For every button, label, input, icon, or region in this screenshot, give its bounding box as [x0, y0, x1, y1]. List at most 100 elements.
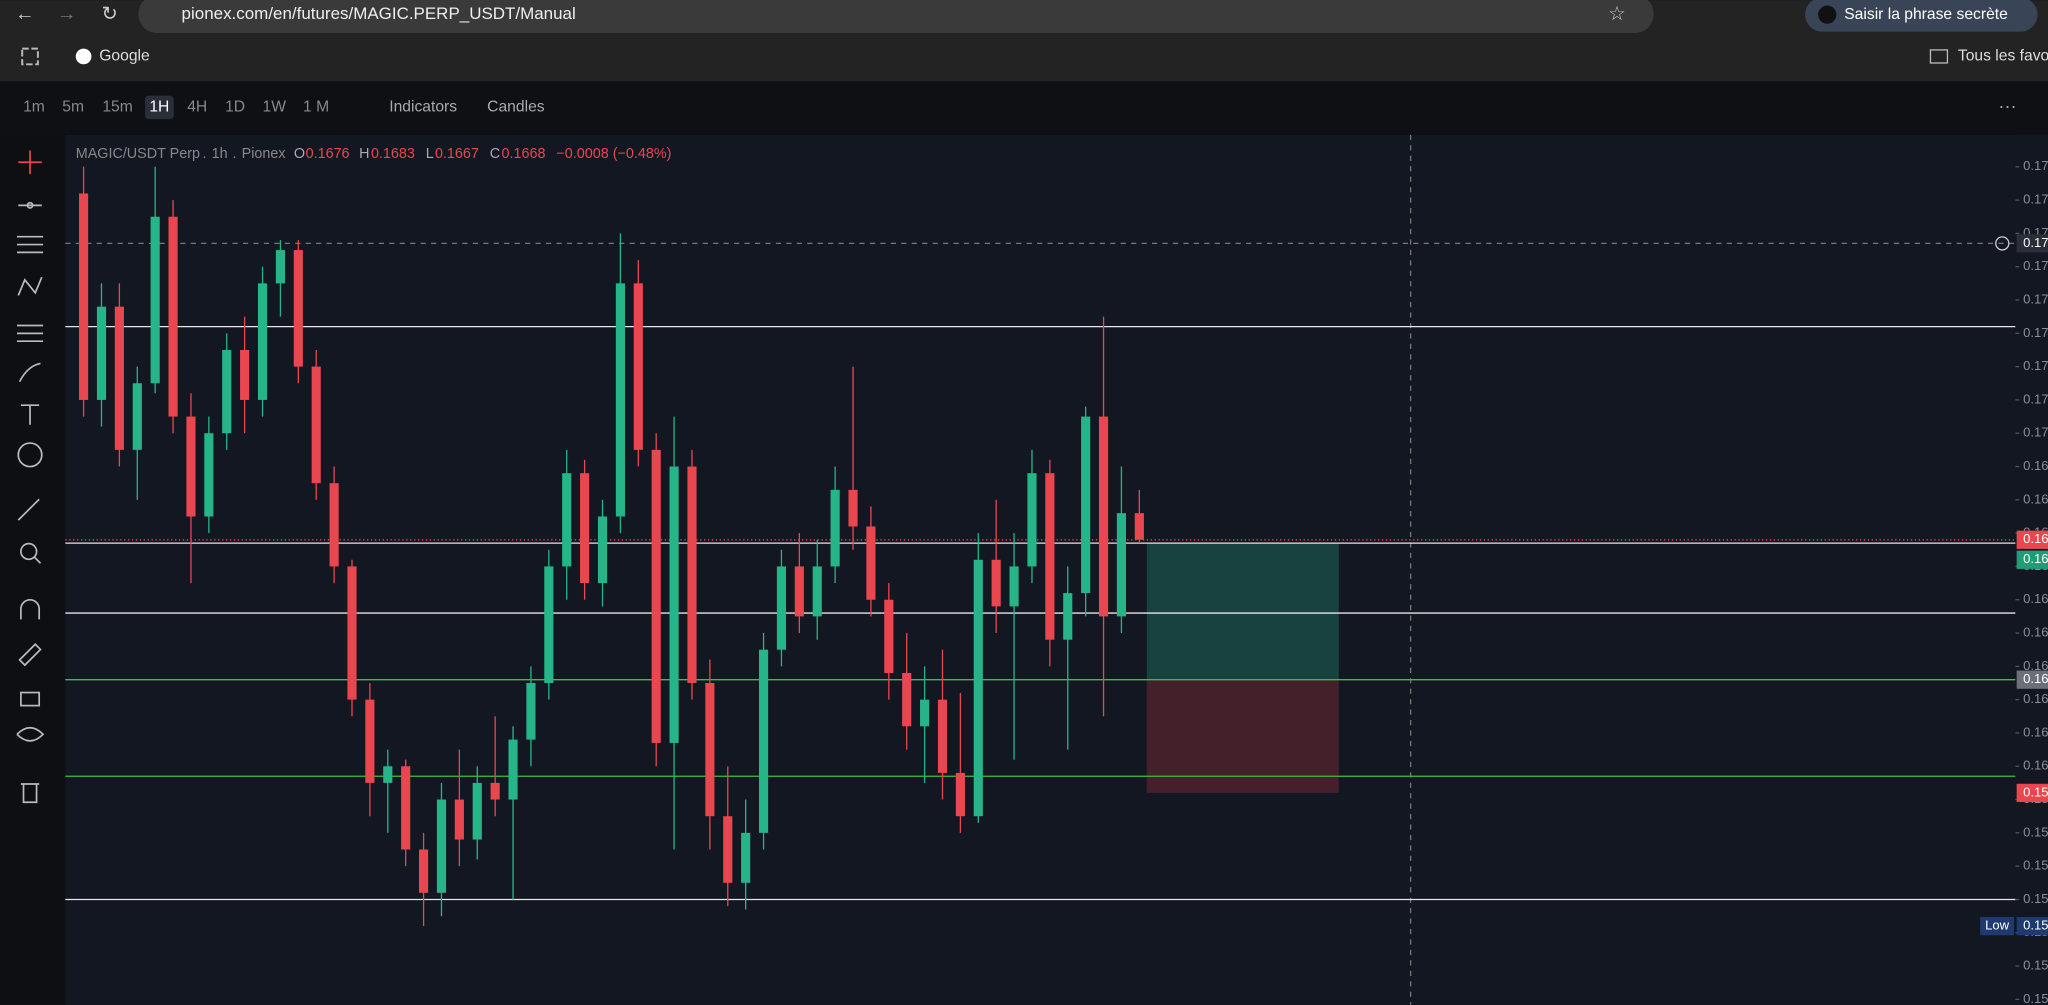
open-label: O	[294, 146, 305, 162]
candle-body	[812, 566, 822, 617]
candle-body	[884, 599, 894, 674]
price-tag	[2016, 550, 2048, 569]
candle-body	[204, 433, 214, 517]
reload-button[interactable]: ↻	[102, 3, 118, 25]
url: pionex.com/en/futures/MAGIC.PERP_USDT/Ma…	[182, 4, 576, 23]
profile-text: Saisir la phrase secrète	[1844, 6, 2008, 23]
candle-body	[1116, 513, 1127, 617]
candle-body	[96, 306, 107, 400]
y-tick-label: 0.16	[2023, 658, 2048, 673]
candle-body	[866, 526, 876, 600]
folder-icon	[1929, 49, 1949, 64]
separator: .	[232, 146, 236, 162]
add-alert	[1995, 236, 2010, 251]
position-loss	[1146, 679, 1339, 793]
forward-button[interactable]: →	[57, 3, 77, 25]
indicators-button[interactable]: Indicators	[389, 99, 457, 116]
candle-body	[937, 699, 948, 773]
bookmark-star[interactable]: ☆	[1608, 3, 1626, 25]
candle-body	[1027, 473, 1037, 567]
y-tick-label: 0.15	[2023, 824, 2048, 839]
interval-button[interactable]: 4H	[187, 99, 207, 116]
candle-body	[257, 283, 268, 400]
candle-body	[669, 466, 679, 743]
more-button[interactable]: ···	[1998, 95, 2016, 116]
legend: MAGIC/USDT Perp . 1h . Pionex O 0.1676 H…	[76, 146, 672, 162]
candle-body	[490, 782, 500, 800]
candle-body	[633, 283, 643, 450]
candle-body	[222, 349, 232, 434]
candle-body	[723, 816, 733, 883]
y-tick-label: 0.17	[2023, 358, 2048, 373]
candle-body	[293, 250, 303, 367]
price-tag-label: 0.16	[2023, 531, 2048, 546]
candle-body	[79, 193, 89, 400]
price-tag-label: 0.16	[2023, 551, 2048, 566]
separator: .	[202, 146, 206, 162]
price-tag-label: 0.15	[2023, 918, 2048, 933]
candle-body	[991, 559, 1001, 607]
y-tick-label: 0.16	[2023, 491, 2048, 506]
high-label: H	[359, 146, 369, 162]
candle-body	[240, 349, 250, 400]
interval-button[interactable]: 5m	[62, 99, 84, 116]
y-tick-label: 0.16	[2023, 758, 2048, 773]
open-value: 0.1676	[306, 146, 350, 162]
candle-body	[329, 483, 339, 567]
candle-body	[973, 559, 983, 817]
apps-icon[interactable]	[21, 47, 39, 66]
candle-body	[1081, 416, 1091, 594]
y-tick-label: 0.16	[2023, 591, 2048, 606]
style-button[interactable]: Candles	[487, 99, 545, 116]
y-tick-label: 0.17	[2023, 425, 2048, 440]
y-tick-label: 0.16	[2023, 691, 2048, 706]
candle-body	[902, 673, 912, 727]
candle-body	[436, 799, 447, 893]
back-button[interactable]: ←	[15, 3, 35, 25]
y-tick-label: 0.17	[2023, 258, 2048, 273]
bookmark[interactable]: Google	[99, 48, 150, 65]
y-tick-label: 0.15	[2023, 858, 2048, 873]
candle-body	[615, 283, 625, 517]
candle-body	[401, 766, 411, 850]
interval-button[interactable]: 1H	[149, 99, 169, 116]
price-scale	[2015, 134, 2048, 1005]
candle-body	[1134, 513, 1144, 540]
interval-button[interactable]: 1 M	[303, 99, 329, 116]
exchange: Pionex	[242, 146, 287, 162]
bookmarks-folder[interactable]: Tous les favor	[1958, 48, 2048, 65]
interval-button[interactable]: 15m	[102, 99, 132, 116]
low-label: L	[426, 146, 434, 162]
candle-body	[597, 516, 608, 584]
price-tag-label: 0.15	[2023, 784, 2048, 799]
address-bar[interactable]	[138, 0, 1654, 33]
candle-body	[741, 832, 751, 883]
candle-body	[776, 566, 787, 650]
google-icon	[75, 48, 92, 65]
y-tick-label: 0.16	[2023, 458, 2048, 473]
plot: 0.17 0.17 0.17 0.17 0.17 0.17 0.17 0.17 0.17 0.16…	[65, 134, 2048, 1005]
interval-group: 1m 5m 15m 1H 4H 1D 1W 1 M	[23, 95, 329, 120]
candle-body	[1009, 566, 1019, 607]
active-interval	[144, 95, 174, 120]
y-tick-label: 0.17	[2023, 391, 2048, 406]
candle-body	[347, 566, 357, 700]
interval-button[interactable]: 1D	[225, 99, 245, 116]
profile-icon	[1818, 5, 1837, 24]
candle-body	[419, 849, 429, 893]
chart-toolbar	[0, 81, 2048, 135]
high-value: 0.1683	[371, 146, 415, 162]
candle-body	[365, 699, 375, 783]
candle-body	[580, 473, 590, 584]
price-tag	[2016, 916, 2048, 936]
interval-button[interactable]: 1m	[23, 99, 45, 116]
symbol: MAGIC/USDT Perp	[76, 146, 200, 162]
candle-body	[955, 772, 965, 817]
candle-body	[794, 566, 804, 617]
candle-body	[830, 489, 840, 567]
low-value: 0.1667	[435, 146, 479, 162]
profile-button[interactable]	[1805, 0, 2038, 32]
interval-button[interactable]: 1W	[263, 99, 287, 116]
close-value: 0.1668	[502, 146, 546, 162]
